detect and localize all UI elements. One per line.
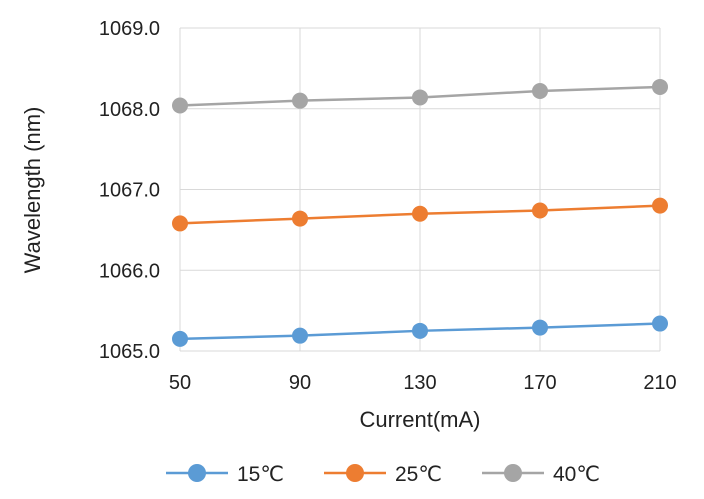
legend-item: 25℃ [324,463,442,486]
legend-marker [504,464,522,482]
data-point [412,89,428,106]
series-3 [172,78,668,114]
y-tick-label: 1066.0 [99,260,160,282]
x-axis-ticks: 50 90 130 170 210 [169,372,677,394]
x-tick-label: 170 [523,372,556,394]
data-point [412,322,428,339]
data-point [412,205,428,222]
data-point [292,327,308,344]
series-1 [172,315,668,347]
grid [179,27,661,352]
legend-marker [346,464,364,482]
data-point [532,82,548,99]
data-point [172,215,188,232]
data-point [532,319,548,336]
data-point [532,202,548,219]
legend-marker [188,464,206,482]
y-tick-label: 1067.0 [99,180,160,202]
x-tick-label: 90 [289,372,311,394]
y-tick-label: 1065.0 [99,341,160,363]
y-tick-label: 1068.0 [99,99,160,121]
legend: 15℃ 25℃ 40℃ [166,463,600,486]
legend-item: 15℃ [166,463,284,486]
y-tick-label: 1069.0 [99,18,160,40]
plot-area [172,78,668,347]
data-point [292,92,308,109]
y-axis-ticks: 1065.0 1066.0 1067.0 1068.0 1069.0 [99,18,160,363]
x-tick-label: 130 [403,372,436,394]
data-point [172,97,188,114]
series-2 [172,197,668,232]
data-point [292,210,308,227]
data-point [652,197,668,214]
legend-label: 15℃ [237,463,284,486]
y-axis-label: Wavelength (nm) [20,107,45,274]
x-tick-label: 50 [169,372,191,394]
legend-label: 40℃ [553,463,600,486]
data-point [652,315,668,332]
x-axis-label: Current(mA) [359,407,480,432]
legend-label: 25℃ [395,463,442,486]
legend-item: 40℃ [482,463,600,486]
data-point [652,78,668,95]
data-point [172,330,188,347]
x-tick-label: 210 [643,372,676,394]
